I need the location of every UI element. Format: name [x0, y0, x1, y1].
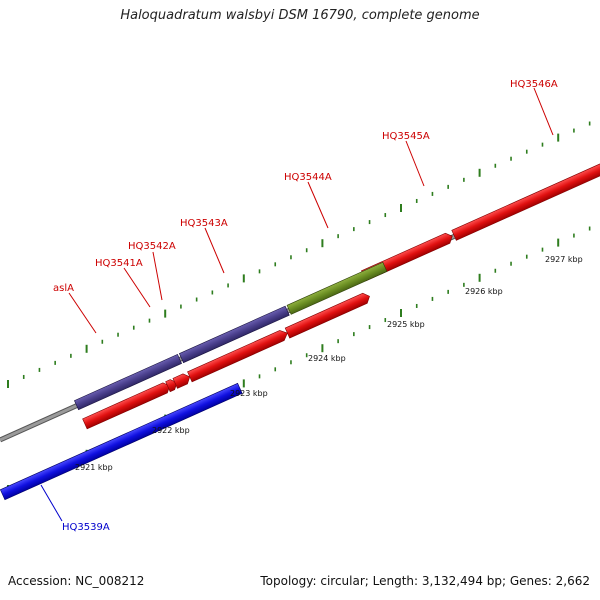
kbp-label-2922: 2922 kbp	[152, 426, 190, 435]
gene-asla-box[interactable]	[74, 353, 183, 411]
gene-label-hq3544a[interactable]: HQ3544A	[284, 172, 332, 183]
gene-hq3539a[interactable]	[0, 382, 243, 501]
kbp-label-2921: 2921 kbp	[75, 463, 113, 472]
kbp-label-2924: 2924 kbp	[308, 354, 346, 363]
label-leaders	[40, 87, 554, 522]
accession-text: Accession: NC_008212	[8, 574, 145, 588]
genome-title: Haloquadratum walsbyi DSM 16790, complet…	[120, 8, 480, 23]
gene-label-asla[interactable]: aslA	[53, 283, 74, 294]
kbp-label-2925: 2925 kbp	[387, 320, 425, 329]
gene-label-hq3543a[interactable]: HQ3543A	[180, 218, 228, 229]
gene-labels: aslA HQ3541A HQ3542A HQ3543A HQ3544A HQ3…	[53, 79, 558, 533]
topology-summary: Topology: circular; Length: 3,132,494 bp…	[260, 574, 590, 588]
gene-hq3543a[interactable]	[187, 328, 290, 383]
gene-label-hq3545a[interactable]: HQ3545A	[382, 131, 430, 142]
gene-hq3544a[interactable]	[284, 291, 372, 339]
gene-hq3543a-box[interactable]	[178, 305, 290, 364]
gene-label-hq3539a[interactable]: HQ3539A	[62, 522, 110, 533]
kbp-label-2926: 2926 kbp	[465, 287, 503, 296]
gene-hq3544a-box[interactable]	[286, 261, 388, 315]
kbp-scale-labels: 2921 kbp 2922 kbp 2923 kbp 2924 kbp 2925…	[75, 255, 583, 472]
tick-row-upper	[7, 121, 591, 388]
gene-label-hq3542a[interactable]: HQ3542A	[128, 241, 176, 252]
kbp-label-2923: 2923 kbp	[230, 389, 268, 398]
gene-label-hq3546a[interactable]: HQ3546A	[510, 79, 558, 90]
gene-hq3542a[interactable]	[172, 372, 192, 389]
gene-asla[interactable]	[82, 381, 172, 430]
gene-label-hq3541a[interactable]: HQ3541A	[95, 258, 143, 269]
gene-hq3546a[interactable]	[451, 154, 600, 241]
kbp-label-2927: 2927 kbp	[545, 255, 583, 264]
gene-hq3541a[interactable]	[165, 378, 180, 393]
